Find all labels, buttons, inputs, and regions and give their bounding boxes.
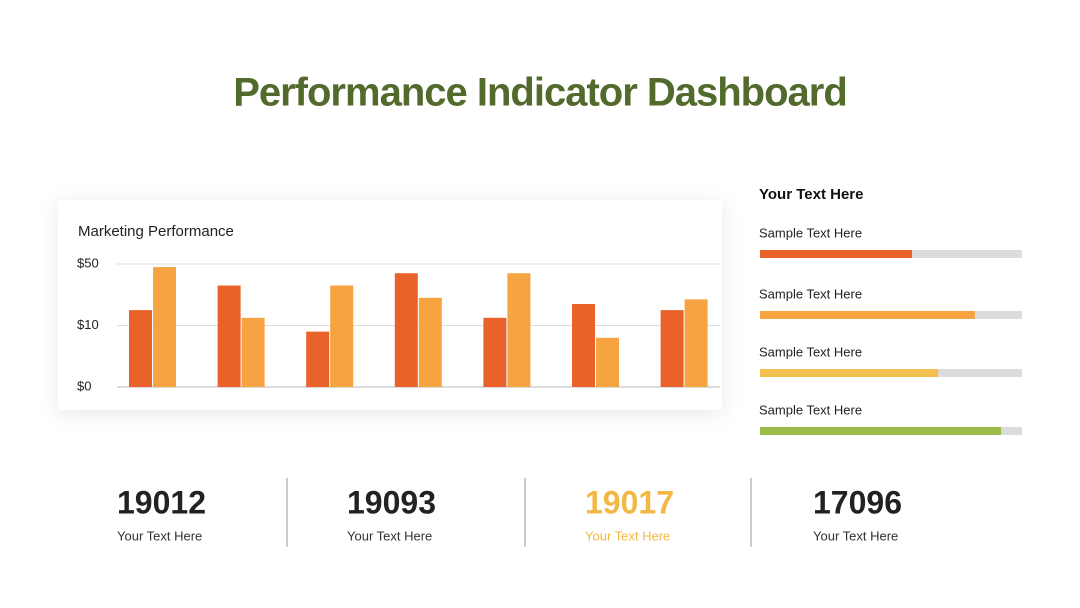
bar: [483, 317, 507, 387]
y-tick-label: $10: [77, 317, 99, 332]
progress-fill: [760, 250, 912, 258]
bar: [596, 337, 619, 387]
bar: [306, 331, 330, 387]
kpi-label: Your Text Here: [585, 528, 670, 543]
progress-title: Your Text Here: [759, 186, 863, 203]
bar: [394, 273, 418, 387]
kpi-value: 19093: [347, 484, 436, 520]
progress-fill: [760, 427, 1002, 435]
y-tick-label: $0: [77, 378, 91, 393]
progress-label: Sample Text Here: [759, 225, 862, 240]
bar: [418, 297, 442, 387]
page-title: Performance Indicator Dashboard: [233, 71, 847, 115]
kpi-label: Your Text Here: [117, 528, 202, 543]
bar: [330, 285, 354, 387]
progress-label: Sample Text Here: [759, 402, 862, 417]
bar: [660, 310, 684, 387]
kpi-value: 17096: [813, 484, 902, 520]
bar: [507, 273, 531, 387]
progress-fill: [760, 311, 975, 319]
bar: [129, 310, 152, 387]
progress-label: Sample Text Here: [759, 286, 862, 301]
kpi-value: 19012: [117, 484, 206, 520]
progress-fill: [760, 369, 939, 377]
bar: [684, 299, 708, 387]
bar: [217, 285, 241, 387]
kpi-value: 19017: [585, 484, 674, 520]
bar: [572, 303, 595, 387]
bar: [241, 317, 265, 387]
kpi-label: Your Text Here: [347, 528, 432, 543]
y-tick-label: $50: [77, 255, 99, 270]
chart-title: Marketing Performance: [78, 223, 234, 240]
bar: [153, 267, 176, 387]
kpi-label: Your Text Here: [813, 528, 898, 543]
progress-label: Sample Text Here: [759, 344, 862, 359]
